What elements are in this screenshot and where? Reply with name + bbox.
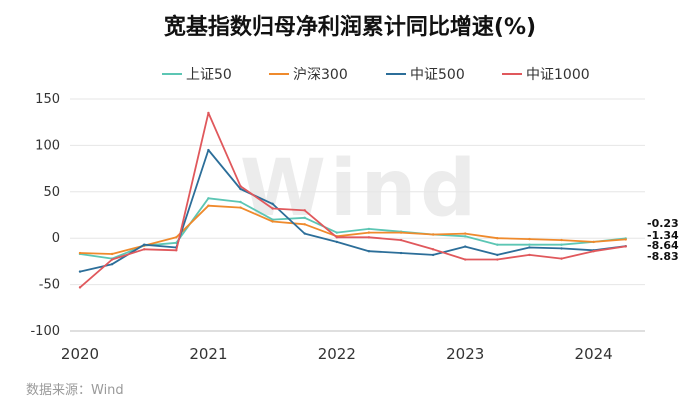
data-point [271, 207, 274, 210]
data-point [335, 236, 339, 239]
data-point [303, 232, 306, 235]
data-point [560, 247, 563, 250]
data-point [399, 238, 403, 242]
data-point [207, 111, 210, 115]
data-point [464, 232, 467, 235]
x-axis: 2020 2021 2022 2023 2024 [61, 345, 613, 363]
data-point [431, 248, 435, 251]
x-tick-label: 2024 [575, 345, 613, 363]
end-value-label: -8.64 [647, 239, 679, 252]
chart-title: 宽基指数归母净利润累计同比增速(%) [164, 14, 536, 40]
data-point [367, 249, 371, 253]
data-point [175, 249, 178, 252]
data-point [207, 197, 210, 200]
source-note: 数据来源：Wind [26, 383, 124, 398]
data-point [367, 227, 371, 231]
data-point [560, 238, 563, 242]
data-point [207, 148, 210, 152]
data-point [239, 185, 242, 188]
data-point [143, 248, 146, 251]
x-tick-label: 2022 [318, 345, 356, 363]
y-tick-label: -100 [30, 324, 60, 339]
data-point [303, 223, 306, 226]
data-point [78, 286, 82, 289]
data-point [78, 270, 82, 273]
data-point [271, 218, 274, 221]
data-point [335, 231, 339, 234]
end-labels: -0.23-1.34-8.64-8.83 [647, 217, 679, 263]
data-point [496, 258, 499, 261]
series-line [79, 197, 627, 260]
data-point [175, 236, 178, 239]
data-point [335, 240, 339, 244]
data-point [464, 235, 467, 238]
data-point [592, 240, 595, 244]
data-point [464, 258, 467, 261]
end-value-label: -1.34 [647, 229, 679, 242]
y-tick-label: -50 [39, 278, 60, 293]
data-point [560, 243, 563, 246]
y-tick-label: 50 [43, 185, 60, 200]
legend-label: 中证1000 [526, 67, 590, 83]
plot-area [78, 111, 627, 289]
data-point [496, 243, 499, 246]
series-line [79, 149, 627, 273]
y-tick-label: 0 [52, 231, 60, 246]
data-point [624, 245, 627, 248]
x-tick-label: 2023 [446, 345, 484, 363]
x-tick-label: 2020 [61, 345, 99, 363]
data-point [367, 231, 371, 234]
end-value-label: -0.23 [647, 217, 679, 230]
data-point [239, 200, 242, 204]
data-point [110, 262, 114, 266]
data-point [399, 251, 403, 255]
x-tick-label: 2021 [189, 345, 227, 363]
data-point [431, 233, 435, 236]
data-point [271, 202, 274, 206]
y-tick-label: 150 [35, 92, 60, 107]
data-point [110, 252, 114, 256]
data-point [78, 251, 82, 255]
data-point [528, 253, 531, 257]
legend-label: 中证500 [410, 67, 465, 83]
series-line [79, 112, 627, 289]
watermark: Wind [240, 144, 480, 234]
grid-lines [70, 98, 645, 286]
end-value-label: -8.83 [647, 250, 679, 263]
data-point [624, 238, 627, 241]
data-point [560, 257, 563, 260]
data-point [496, 237, 499, 240]
data-point [464, 245, 467, 248]
data-point [399, 231, 403, 234]
data-point [110, 258, 114, 261]
data-point [271, 220, 274, 223]
legend-label: 上证50 [186, 67, 232, 83]
data-point [303, 216, 306, 219]
legend: 上证50 沪深300 中证500 中证1000 [162, 67, 590, 83]
data-point [367, 236, 371, 239]
data-point [431, 253, 435, 257]
data-point [207, 204, 210, 207]
data-point [528, 237, 531, 241]
y-tick-label: 100 [35, 138, 60, 153]
y-axis: 150 100 50 0 -50 -100 [30, 92, 60, 339]
data-point [496, 253, 499, 257]
data-point [239, 206, 242, 209]
data-point [143, 243, 146, 246]
data-point [528, 243, 531, 246]
legend-label: 沪深300 [293, 67, 348, 83]
data-point [303, 209, 306, 212]
data-point [528, 246, 531, 249]
series-line [79, 204, 627, 255]
data-point [592, 249, 595, 253]
data-point [239, 187, 242, 191]
